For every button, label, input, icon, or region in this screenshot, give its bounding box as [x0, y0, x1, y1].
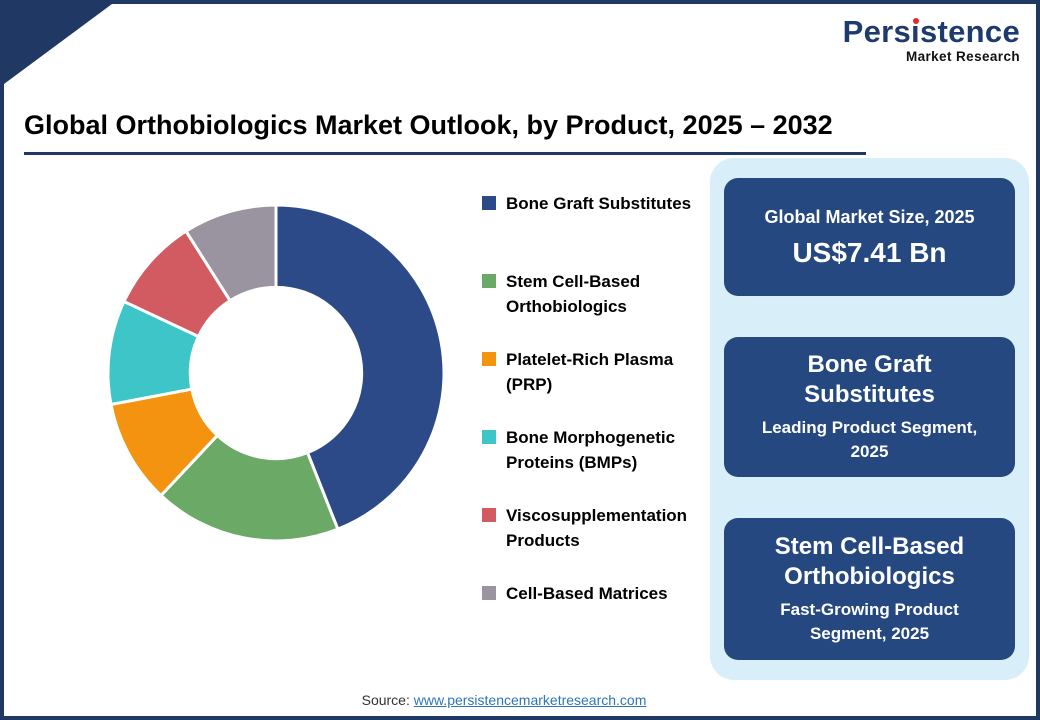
page-title: Global Orthobiologics Market Outlook, by… [24, 110, 833, 140]
legend-item: Platelet-Rich Plasma (PRP) [482, 348, 714, 426]
market-size-value: US$7.41 Bn [792, 237, 947, 269]
donut-chart [96, 193, 456, 553]
legend-label: Bone Graft Substitutes [506, 194, 692, 213]
fast-growing-segment-card: Stem Cell-Based Orthobiologics Fast-Grow… [724, 518, 1015, 660]
logo-brand-text: Persıstence [843, 16, 1020, 47]
legend-label: Viscosupplementation Products [506, 506, 688, 550]
logo-brand-i-red-dot: ı [911, 14, 920, 49]
logo-brand-pre: Pers [842, 14, 912, 49]
legend-swatch-icon [482, 586, 496, 600]
legend-label: Cell-Based Matrices [506, 584, 668, 603]
persistence-market-research-logo: Persıstence Market Research [843, 16, 1020, 64]
legend-item: Bone Graft Substitutes [482, 192, 714, 270]
legend-item: Bone Morphogenetic Proteins (BMPs) [482, 426, 714, 504]
donut-slice [183, 203, 278, 303]
leading-segment-subtitle: Leading Product Segment, 2025 [761, 418, 978, 461]
legend-swatch-icon [482, 508, 496, 522]
corner-triangle-decoration [4, 4, 112, 84]
donut-slice [274, 203, 446, 532]
title-underline [24, 152, 866, 155]
legend-label: Stem Cell-Based Orthobiologics [506, 272, 641, 316]
market-size-card: Global Market Size, 2025 US$7.41 Bn [724, 178, 1015, 296]
legend-swatch-icon [482, 274, 496, 288]
source-label: Source: [361, 692, 414, 708]
legend-swatch-icon [482, 196, 496, 210]
legend-label: Platelet-Rich Plasma (PRP) [506, 350, 674, 394]
source-link[interactable]: www.persistencemarketresearch.com [413, 692, 647, 708]
market-size-label: Global Market Size, 2025 [764, 206, 975, 227]
leading-segment-card: Bone Graft Substitutes Leading Product S… [724, 337, 1015, 477]
legend: Bone Graft Substitutes Stem Cell-Based Or… [482, 192, 714, 660]
legend-item: Stem Cell-Based Orthobiologics [482, 270, 714, 348]
leading-segment-title: Bone Graft Substitutes [804, 351, 935, 409]
highlights-panel: Global Market Size, 2025 US$7.41 Bn Bone… [710, 158, 1029, 680]
donut-chart-svg [106, 203, 446, 543]
legend-item: Viscosupplementation Products [482, 504, 714, 582]
source-line: Source: www.persistencemarketresearch.co… [4, 692, 1004, 708]
fast-growing-segment-title: Stem Cell-Based Orthobiologics [774, 533, 965, 591]
donut-slice [158, 433, 340, 543]
legend-label: Bone Morphogenetic Proteins (BMPs) [506, 428, 676, 472]
logo-brand-post: stence [919, 14, 1020, 49]
legend-item: Cell-Based Matrices [482, 582, 714, 660]
logo-tagline: Market Research [905, 49, 1020, 64]
legend-swatch-icon [482, 430, 496, 444]
legend-swatch-icon [482, 352, 496, 366]
fast-growing-segment-subtitle: Fast-Growing Product Segment, 2025 [780, 600, 959, 643]
